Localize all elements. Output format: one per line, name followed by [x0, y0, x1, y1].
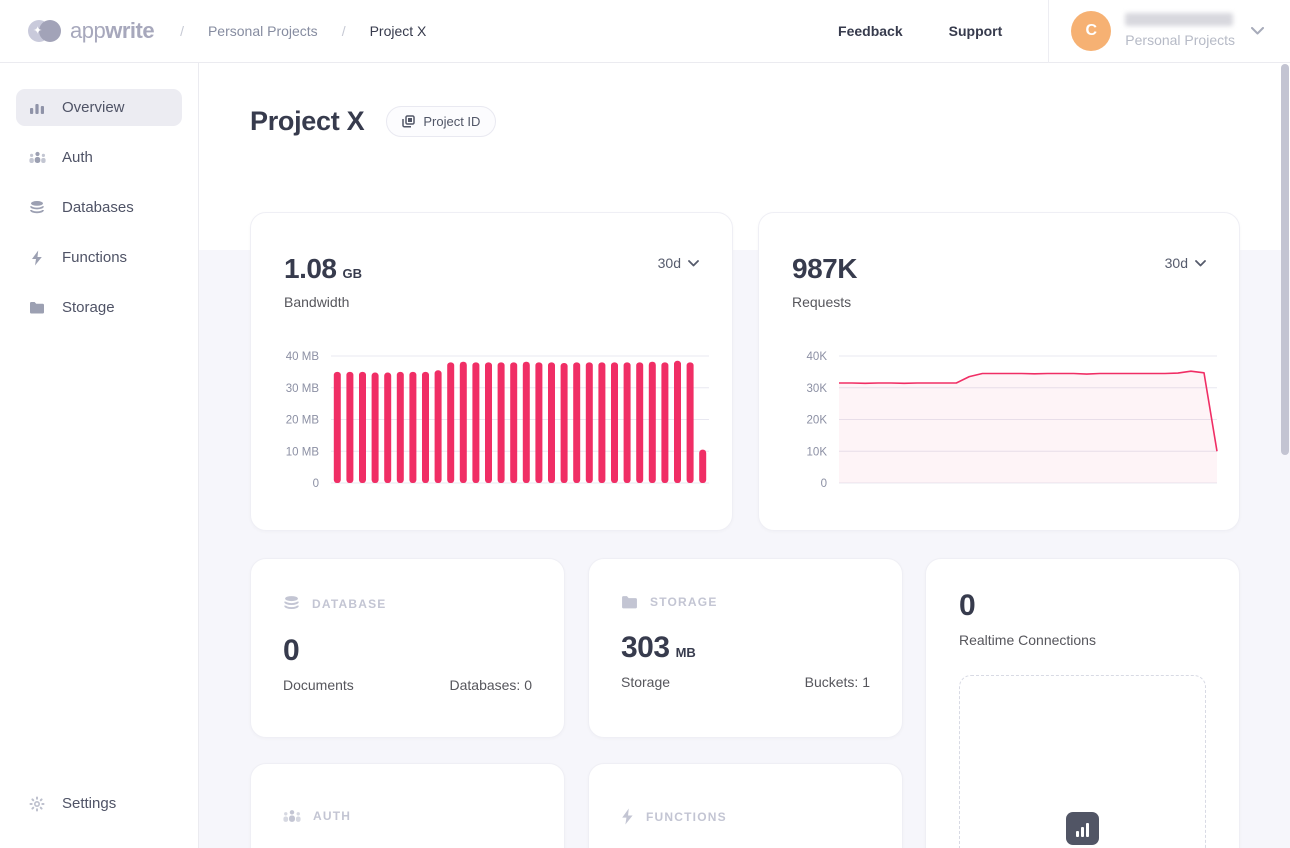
- user-menu[interactable]: C Personal Projects: [1049, 11, 1290, 51]
- storage-card[interactable]: STORAGE 303 MB Storage Buckets: 1: [588, 558, 903, 738]
- users-icon: [283, 810, 301, 822]
- sidebar-item-auth[interactable]: Auth: [16, 139, 182, 176]
- breadcrumb-personal-projects[interactable]: Personal Projects: [207, 23, 318, 39]
- user-org-label: Personal Projects: [1125, 31, 1235, 48]
- bandwidth-unit: GB: [342, 266, 363, 281]
- requests-card: 987K Requests 30d 40K 30K 20K 10K 0: [758, 212, 1240, 531]
- sidebar-item-overview[interactable]: Overview: [16, 89, 182, 126]
- requests-label: Requests: [792, 294, 852, 310]
- svg-text:30K: 30K: [807, 383, 828, 395]
- svg-text:40 MB: 40 MB: [286, 351, 320, 363]
- storage-unit: MB: [675, 645, 696, 660]
- sidebar-item-storage[interactable]: Storage: [16, 289, 182, 326]
- sidebar-item-label: Auth: [62, 149, 93, 166]
- vertical-scrollbar-thumb[interactable]: [1281, 64, 1289, 455]
- header-divider: [1048, 0, 1050, 63]
- sidebar: Overview Auth Databases Functions: [0, 63, 199, 848]
- svg-text:10K: 10K: [807, 446, 828, 458]
- chevron-down-icon: [688, 259, 699, 266]
- bandwidth-label: Bandwidth: [284, 294, 350, 310]
- database-icon: [284, 596, 299, 610]
- svg-text:20K: 20K: [807, 415, 828, 427]
- database-card-label: DATABASE: [312, 596, 387, 611]
- appwrite-logo-icon: ✦: [28, 19, 62, 43]
- bandwidth-value: 1.08: [284, 253, 337, 284]
- breadcrumb: / Personal Projects / Project X: [180, 23, 426, 39]
- lightning-icon: [622, 808, 633, 825]
- svg-text:0: 0: [821, 478, 827, 490]
- documents-count: 0: [283, 634, 300, 667]
- storage-value: 303: [621, 631, 670, 664]
- requests-value: 987K: [792, 253, 857, 284]
- svg-text:40K: 40K: [807, 351, 828, 363]
- copy-icon: [402, 115, 416, 128]
- databases-count-label: Databases: 0: [449, 677, 533, 693]
- sidebar-item-databases[interactable]: Databases: [16, 189, 182, 226]
- sidebar-item-label: Functions: [62, 249, 128, 266]
- svg-text:20 MB: 20 MB: [286, 415, 320, 427]
- sidebar-item-label: Databases: [62, 199, 134, 216]
- documents-label: Documents: [283, 677, 354, 693]
- bandwidth-card: 1.08 GB Bandwidth 30d 40 MB 30 MB 20 MB 10 M…: [250, 212, 733, 531]
- main-content: Project X Project ID 1.08 GB Bandwidth 30…: [199, 63, 1290, 848]
- functions-card[interactable]: FUNCTIONS: [588, 763, 903, 848]
- svg-text:30 MB: 30 MB: [286, 383, 320, 395]
- feedback-button[interactable]: Feedback: [838, 23, 903, 39]
- auth-card[interactable]: AUTH: [250, 763, 565, 848]
- sidebar-item-label: Storage: [62, 299, 115, 316]
- chevron-down-icon: [1195, 259, 1206, 266]
- appwrite-logo[interactable]: ✦ appwrite: [28, 18, 155, 44]
- storage-label: Storage: [621, 674, 671, 690]
- realtime-empty-state: No data to show Get started with Realtim…: [959, 675, 1206, 848]
- appwrite-logo-text: appwrite: [70, 18, 155, 43]
- folder-icon: [28, 299, 46, 317]
- realtime-connections-count: 0: [959, 589, 976, 622]
- top-header: ✦ appwrite / Personal Projects / Project…: [0, 0, 1290, 63]
- chevron-down-icon: [1251, 27, 1264, 35]
- svg-text:10 MB: 10 MB: [286, 446, 320, 458]
- support-button[interactable]: Support: [948, 23, 1003, 39]
- database-icon: [28, 199, 46, 217]
- user-name-redacted: [1125, 12, 1234, 26]
- gear-icon: [28, 795, 46, 813]
- avatar: C: [1071, 11, 1112, 51]
- project-id-label: Project ID: [423, 114, 481, 129]
- requests-range-dropdown[interactable]: 30d: [1165, 255, 1206, 271]
- breadcrumb-separator: /: [180, 23, 184, 39]
- sidebar-item-settings[interactable]: Settings: [16, 785, 182, 822]
- user-texts: Personal Projects: [1125, 12, 1235, 50]
- sidebar-item-label: Settings: [62, 795, 117, 812]
- breadcrumb-current-project[interactable]: Project X: [369, 23, 427, 39]
- bar-chart-icon: [1066, 812, 1099, 845]
- users-icon: [28, 149, 46, 167]
- sidebar-item-functions[interactable]: Functions: [16, 239, 182, 276]
- bandwidth-chart: 40 MB 30 MB 20 MB 10 MB 0: [269, 346, 717, 504]
- database-card[interactable]: DATABASE 0 Documents Databases: 0: [250, 558, 565, 738]
- sidebar-item-label: Overview: [62, 99, 125, 116]
- functions-card-label: FUNCTIONS: [646, 809, 727, 824]
- svg-text:0: 0: [313, 478, 319, 490]
- auth-card-label: AUTH: [313, 809, 352, 823]
- header-right: Feedback Support C Personal Projects: [838, 0, 1290, 63]
- bar-chart-icon: [28, 99, 46, 117]
- breadcrumb-separator: /: [341, 23, 346, 39]
- folder-icon: [622, 596, 637, 609]
- realtime-card: 0 Realtime Connections No data to show G…: [925, 558, 1240, 848]
- lightning-icon: [28, 249, 46, 267]
- bandwidth-range-dropdown[interactable]: 30d: [658, 255, 699, 271]
- storage-card-label: STORAGE: [650, 595, 718, 609]
- requests-chart: 40K 30K 20K 10K 0: [777, 346, 1225, 504]
- project-id-badge[interactable]: Project ID: [386, 106, 497, 137]
- realtime-connections-label: Realtime Connections: [959, 632, 1096, 648]
- page-title: Project X: [250, 106, 365, 136]
- buckets-count-label: Buckets: 1: [804, 674, 870, 690]
